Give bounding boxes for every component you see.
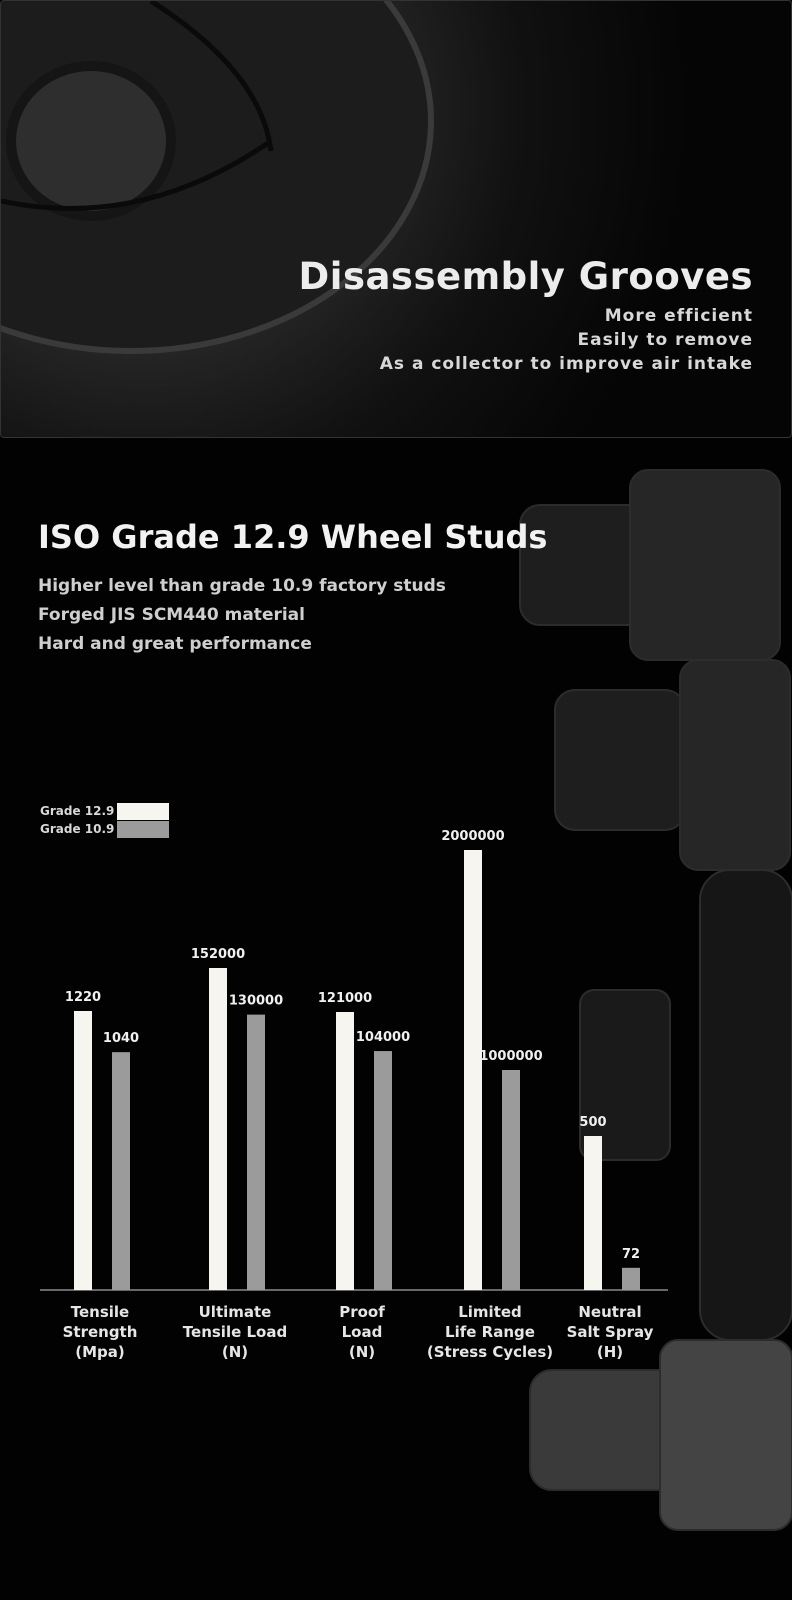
value-label: 72 <box>622 1247 640 1262</box>
value-label: 500 <box>579 1115 606 1130</box>
category-label: Tensile Strength (Mpa) <box>62 1303 138 1361</box>
bar <box>247 1014 265 1290</box>
category-label: Limited Life Range (Stress Cycles) <box>426 1303 554 1361</box>
legend-label: Grade 12.9 <box>40 804 114 818</box>
bar <box>464 850 482 1290</box>
section-line: Hard and great performance <box>38 634 312 654</box>
banner-line: More efficient <box>604 306 753 326</box>
legend-swatch <box>117 821 169 838</box>
bar <box>584 1136 602 1290</box>
value-label: 104000 <box>356 1030 410 1045</box>
value-label: 2000000 <box>441 829 504 844</box>
category-label: Ultimate Tensile Load (N) <box>182 1303 288 1361</box>
banner-art <box>1 1 434 354</box>
banner-line: As a collector to improve air intake <box>379 354 753 374</box>
bar <box>622 1267 640 1290</box>
bar <box>502 1070 520 1290</box>
value-label: 130000 <box>229 994 283 1009</box>
category-label: Proof Load (N) <box>339 1303 385 1361</box>
banner-title: Disassembly Grooves <box>298 255 753 298</box>
bar <box>74 1011 92 1290</box>
banner-lines: More efficient Easily to remove As a col… <box>380 304 753 376</box>
value-label: 1220 <box>65 990 101 1005</box>
value-label: 1040 <box>103 1031 139 1046</box>
bar <box>336 1012 354 1290</box>
value-label: 121000 <box>318 991 372 1006</box>
value-label: 152000 <box>191 947 245 962</box>
banner: Disassembly Grooves More efficient Easil… <box>0 0 792 438</box>
category-label: Neutral Salt Spray (H) <box>566 1303 654 1361</box>
bar <box>374 1051 392 1290</box>
bar <box>112 1052 130 1290</box>
banner-line: Easily to remove <box>577 330 753 350</box>
bar <box>209 968 227 1290</box>
section-title: ISO Grade 12.9 Wheel Studs <box>38 518 548 556</box>
section-lines: Higher level than grade 10.9 factory stu… <box>38 572 446 659</box>
value-label: 1000000 <box>479 1049 542 1064</box>
legend-label: Grade 10.9 <box>40 822 114 836</box>
legend-swatch <box>117 803 169 820</box>
section-line: Forged JIS SCM440 material <box>38 605 305 625</box>
section-line: Higher level than grade 10.9 factory stu… <box>38 576 446 596</box>
